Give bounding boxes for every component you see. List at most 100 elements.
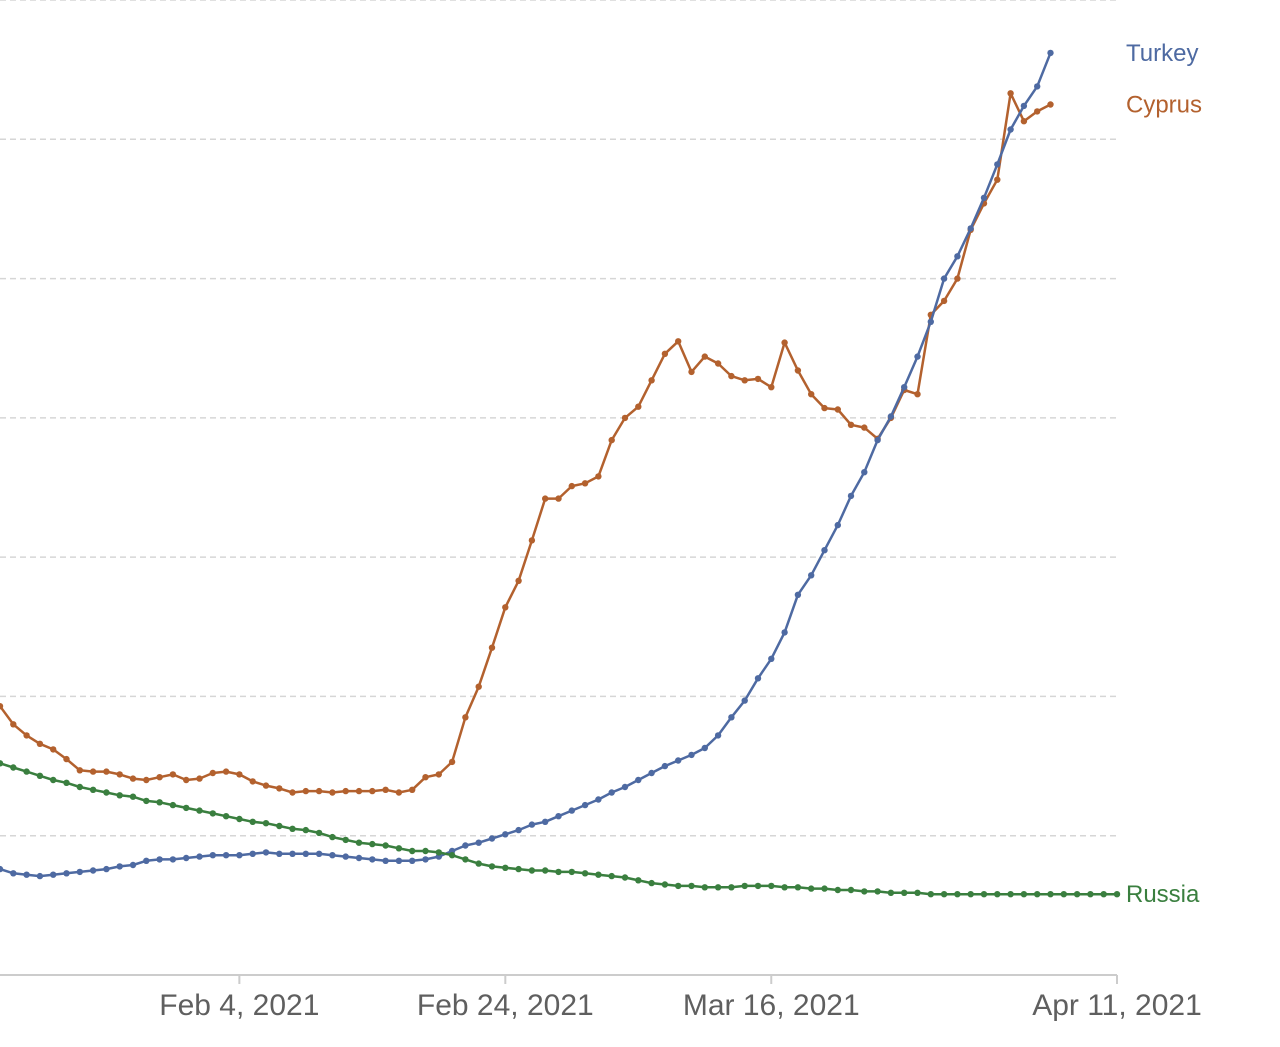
cyprus-point <box>608 436 615 444</box>
cyprus-point <box>369 787 376 795</box>
turkey-point <box>169 856 177 863</box>
turkey-point <box>156 856 163 863</box>
cyprus-point <box>156 774 163 781</box>
turkey-point <box>129 861 137 869</box>
turkey-point <box>116 863 123 870</box>
cyprus-point <box>169 771 177 778</box>
russia-point <box>169 801 177 809</box>
cyprus-point <box>89 768 97 775</box>
cyprus-point <box>382 786 389 793</box>
cyprus-point <box>276 785 283 792</box>
y-gridlines <box>0 0 1117 837</box>
cyprus-point <box>1007 90 1014 97</box>
russia-point <box>515 865 522 873</box>
russia-point <box>1034 891 1041 898</box>
turkey-point <box>994 161 1001 168</box>
cyprus-point <box>342 787 349 795</box>
russia-point <box>103 789 110 796</box>
russia-point <box>1047 891 1054 898</box>
russia-point <box>89 786 97 793</box>
turkey-point <box>183 854 190 862</box>
cyprus-point <box>236 771 243 778</box>
turkey-point <box>940 275 948 282</box>
russia-point <box>781 884 788 891</box>
russia-point <box>608 872 615 880</box>
series-lines <box>0 49 1121 898</box>
turkey-label: Turkey <box>1126 40 1198 67</box>
turkey-point <box>555 813 562 820</box>
russia-point <box>675 882 682 890</box>
turkey-point <box>834 521 841 529</box>
cyprus-point <box>940 297 948 305</box>
cyprus-point <box>422 774 429 781</box>
cyprus-point <box>688 368 695 376</box>
cyprus-point <box>129 775 137 782</box>
russia-point <box>901 889 908 896</box>
turkey-point <box>395 857 403 864</box>
turkey-point <box>781 629 788 636</box>
russia-point <box>475 860 482 867</box>
turkey-point <box>847 492 855 500</box>
turkey-point <box>103 865 110 873</box>
turkey-point <box>608 789 615 796</box>
turkey-point <box>89 867 97 874</box>
russia-point <box>409 847 416 855</box>
turkey-point <box>143 857 150 864</box>
series-labels: Turkey Cyprus Russia <box>1126 40 1202 908</box>
russia-point <box>355 839 363 846</box>
russia-point <box>63 779 70 786</box>
turkey-point <box>1034 83 1041 90</box>
russia-point <box>728 884 735 891</box>
cyprus-point <box>10 721 17 728</box>
turkey-point <box>409 857 416 864</box>
cyprus-point <box>728 372 735 380</box>
cyprus-point <box>595 473 602 480</box>
russia-point <box>874 888 881 895</box>
cyprus-point <box>63 755 70 763</box>
turkey-point <box>276 850 283 857</box>
cyprus-point <box>143 776 150 784</box>
turkey-point <box>488 835 496 842</box>
turkey-point <box>927 318 934 325</box>
cyprus-point <box>794 367 802 374</box>
cyprus-point <box>262 782 270 789</box>
turkey-point <box>315 850 323 857</box>
cyprus-point <box>954 275 961 282</box>
x-tick-label: Mar 16, 2021 <box>683 989 860 1022</box>
russia-point <box>794 884 802 891</box>
cyprus-point <box>648 377 655 384</box>
russia-point <box>209 810 216 817</box>
cyprus-point <box>542 495 549 502</box>
cyprus-point <box>821 404 828 412</box>
russia-point <box>369 840 376 848</box>
turkey-point <box>23 871 30 878</box>
turkey-point <box>289 850 296 857</box>
russia-point <box>342 836 349 844</box>
russia-point <box>635 877 642 884</box>
russia-point <box>1020 891 1028 898</box>
cyprus-point <box>861 424 868 431</box>
turkey-point <box>861 469 868 476</box>
cyprus-point <box>808 391 815 398</box>
cyprus-point <box>661 350 669 357</box>
turkey-point <box>36 872 44 880</box>
turkey-point <box>329 852 336 859</box>
russia-point <box>1007 891 1014 898</box>
russia-point <box>821 885 828 892</box>
russia-point <box>0 760 4 767</box>
x-tick-label: Apr 11, 2021 <box>1032 989 1202 1022</box>
turkey-point <box>728 714 735 721</box>
cyprus-point <box>914 391 921 398</box>
cyprus-point <box>754 375 762 383</box>
turkey-point <box>422 856 429 863</box>
turkey-point <box>701 744 708 752</box>
turkey-point <box>661 762 669 770</box>
russia-point <box>967 891 974 898</box>
turkey-point <box>475 839 482 846</box>
turkey-point <box>980 194 988 201</box>
russia-point <box>1113 891 1121 898</box>
cyprus-point <box>355 787 363 795</box>
turkey-point <box>302 850 309 857</box>
turkey-point <box>648 769 655 777</box>
turkey-point <box>967 225 974 232</box>
